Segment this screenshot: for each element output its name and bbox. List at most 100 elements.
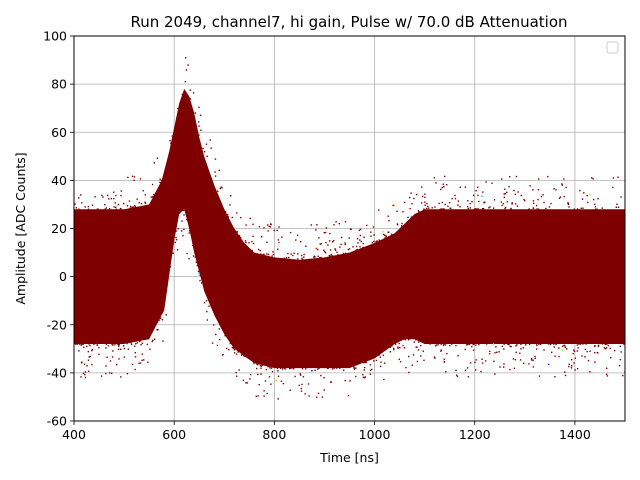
data-point — [78, 197, 80, 199]
data-point — [344, 243, 346, 246]
data-point — [263, 253, 265, 255]
data-point — [617, 176, 619, 178]
data-point — [323, 249, 325, 251]
data-point — [553, 346, 555, 348]
data-point — [478, 343, 480, 346]
data-point — [562, 349, 564, 352]
data-point — [369, 373, 372, 375]
data-point — [592, 178, 594, 180]
data-point — [89, 344, 91, 347]
data-point — [235, 353, 238, 355]
data-point — [310, 224, 312, 226]
data-point — [186, 219, 188, 221]
data-point — [297, 253, 299, 255]
data-point — [347, 394, 350, 397]
data-point — [536, 343, 538, 345]
data-point — [88, 343, 90, 345]
data-point — [96, 208, 98, 210]
data-point — [161, 319, 164, 321]
data-point — [469, 362, 472, 364]
data-point — [316, 224, 318, 226]
data-point — [475, 190, 477, 192]
data-point — [550, 202, 552, 205]
data-point — [520, 343, 522, 345]
data-point — [319, 257, 321, 259]
data-point — [300, 387, 302, 390]
data-point — [571, 365, 573, 367]
data-point — [373, 360, 375, 362]
data-point — [467, 206, 469, 208]
data-point — [577, 347, 579, 349]
data-point — [597, 198, 599, 200]
data-point — [375, 359, 378, 362]
data-point — [607, 344, 609, 347]
data-point — [573, 350, 576, 352]
data-point — [446, 184, 448, 186]
data-point — [415, 339, 417, 341]
data-point — [181, 220, 183, 222]
y-tick-label: 0 — [59, 269, 67, 284]
data-point — [418, 341, 420, 343]
data-point — [503, 366, 505, 368]
data-point — [229, 204, 231, 206]
data-point — [84, 373, 86, 376]
data-point — [371, 241, 373, 244]
data-point — [206, 310, 208, 313]
data-point — [177, 107, 179, 110]
data-point — [529, 343, 531, 345]
data-point — [222, 353, 224, 356]
data-point — [606, 375, 609, 377]
data-point — [139, 362, 142, 364]
data-point — [390, 233, 393, 235]
data-point — [82, 343, 84, 345]
data-point — [315, 229, 317, 231]
data-point — [582, 343, 584, 345]
data-point — [369, 364, 372, 366]
data-point — [440, 349, 442, 351]
data-point — [175, 236, 177, 239]
data-point — [129, 207, 132, 209]
data-point — [549, 343, 552, 346]
data-point — [140, 203, 143, 205]
data-point — [359, 246, 361, 248]
data-point — [118, 358, 120, 360]
data-point — [457, 204, 459, 206]
data-point — [317, 248, 319, 251]
data-point — [300, 254, 303, 257]
data-point — [561, 184, 563, 186]
data-point — [327, 367, 329, 369]
data-point — [396, 224, 399, 226]
data-point — [509, 345, 511, 347]
data-point — [80, 344, 82, 346]
data-point — [409, 196, 411, 199]
data-point — [473, 343, 475, 345]
data-point — [266, 392, 268, 395]
data-point — [260, 253, 262, 255]
data-point — [393, 204, 395, 207]
chart-title: Run 2049, channel7, hi gain, Pulse w/ 70… — [130, 13, 567, 31]
data-point — [233, 349, 235, 351]
data-point — [267, 224, 269, 226]
data-points — [74, 57, 625, 400]
data-point — [146, 343, 148, 346]
data-point — [251, 249, 253, 252]
data-point — [620, 351, 622, 353]
data-point — [428, 207, 430, 209]
data-point — [325, 227, 328, 229]
data-point — [443, 358, 445, 360]
data-point — [134, 205, 136, 207]
data-point — [440, 188, 442, 191]
data-point — [263, 390, 265, 392]
data-point — [273, 229, 275, 232]
data-point — [408, 371, 410, 374]
data-point — [538, 178, 540, 180]
data-point — [573, 349, 575, 351]
data-point — [192, 255, 195, 257]
data-point — [159, 178, 161, 180]
data-point — [528, 208, 530, 210]
data-point — [216, 344, 219, 347]
data-point — [242, 379, 245, 381]
data-point — [202, 147, 204, 150]
data-point — [342, 252, 345, 255]
data-point — [492, 343, 495, 345]
